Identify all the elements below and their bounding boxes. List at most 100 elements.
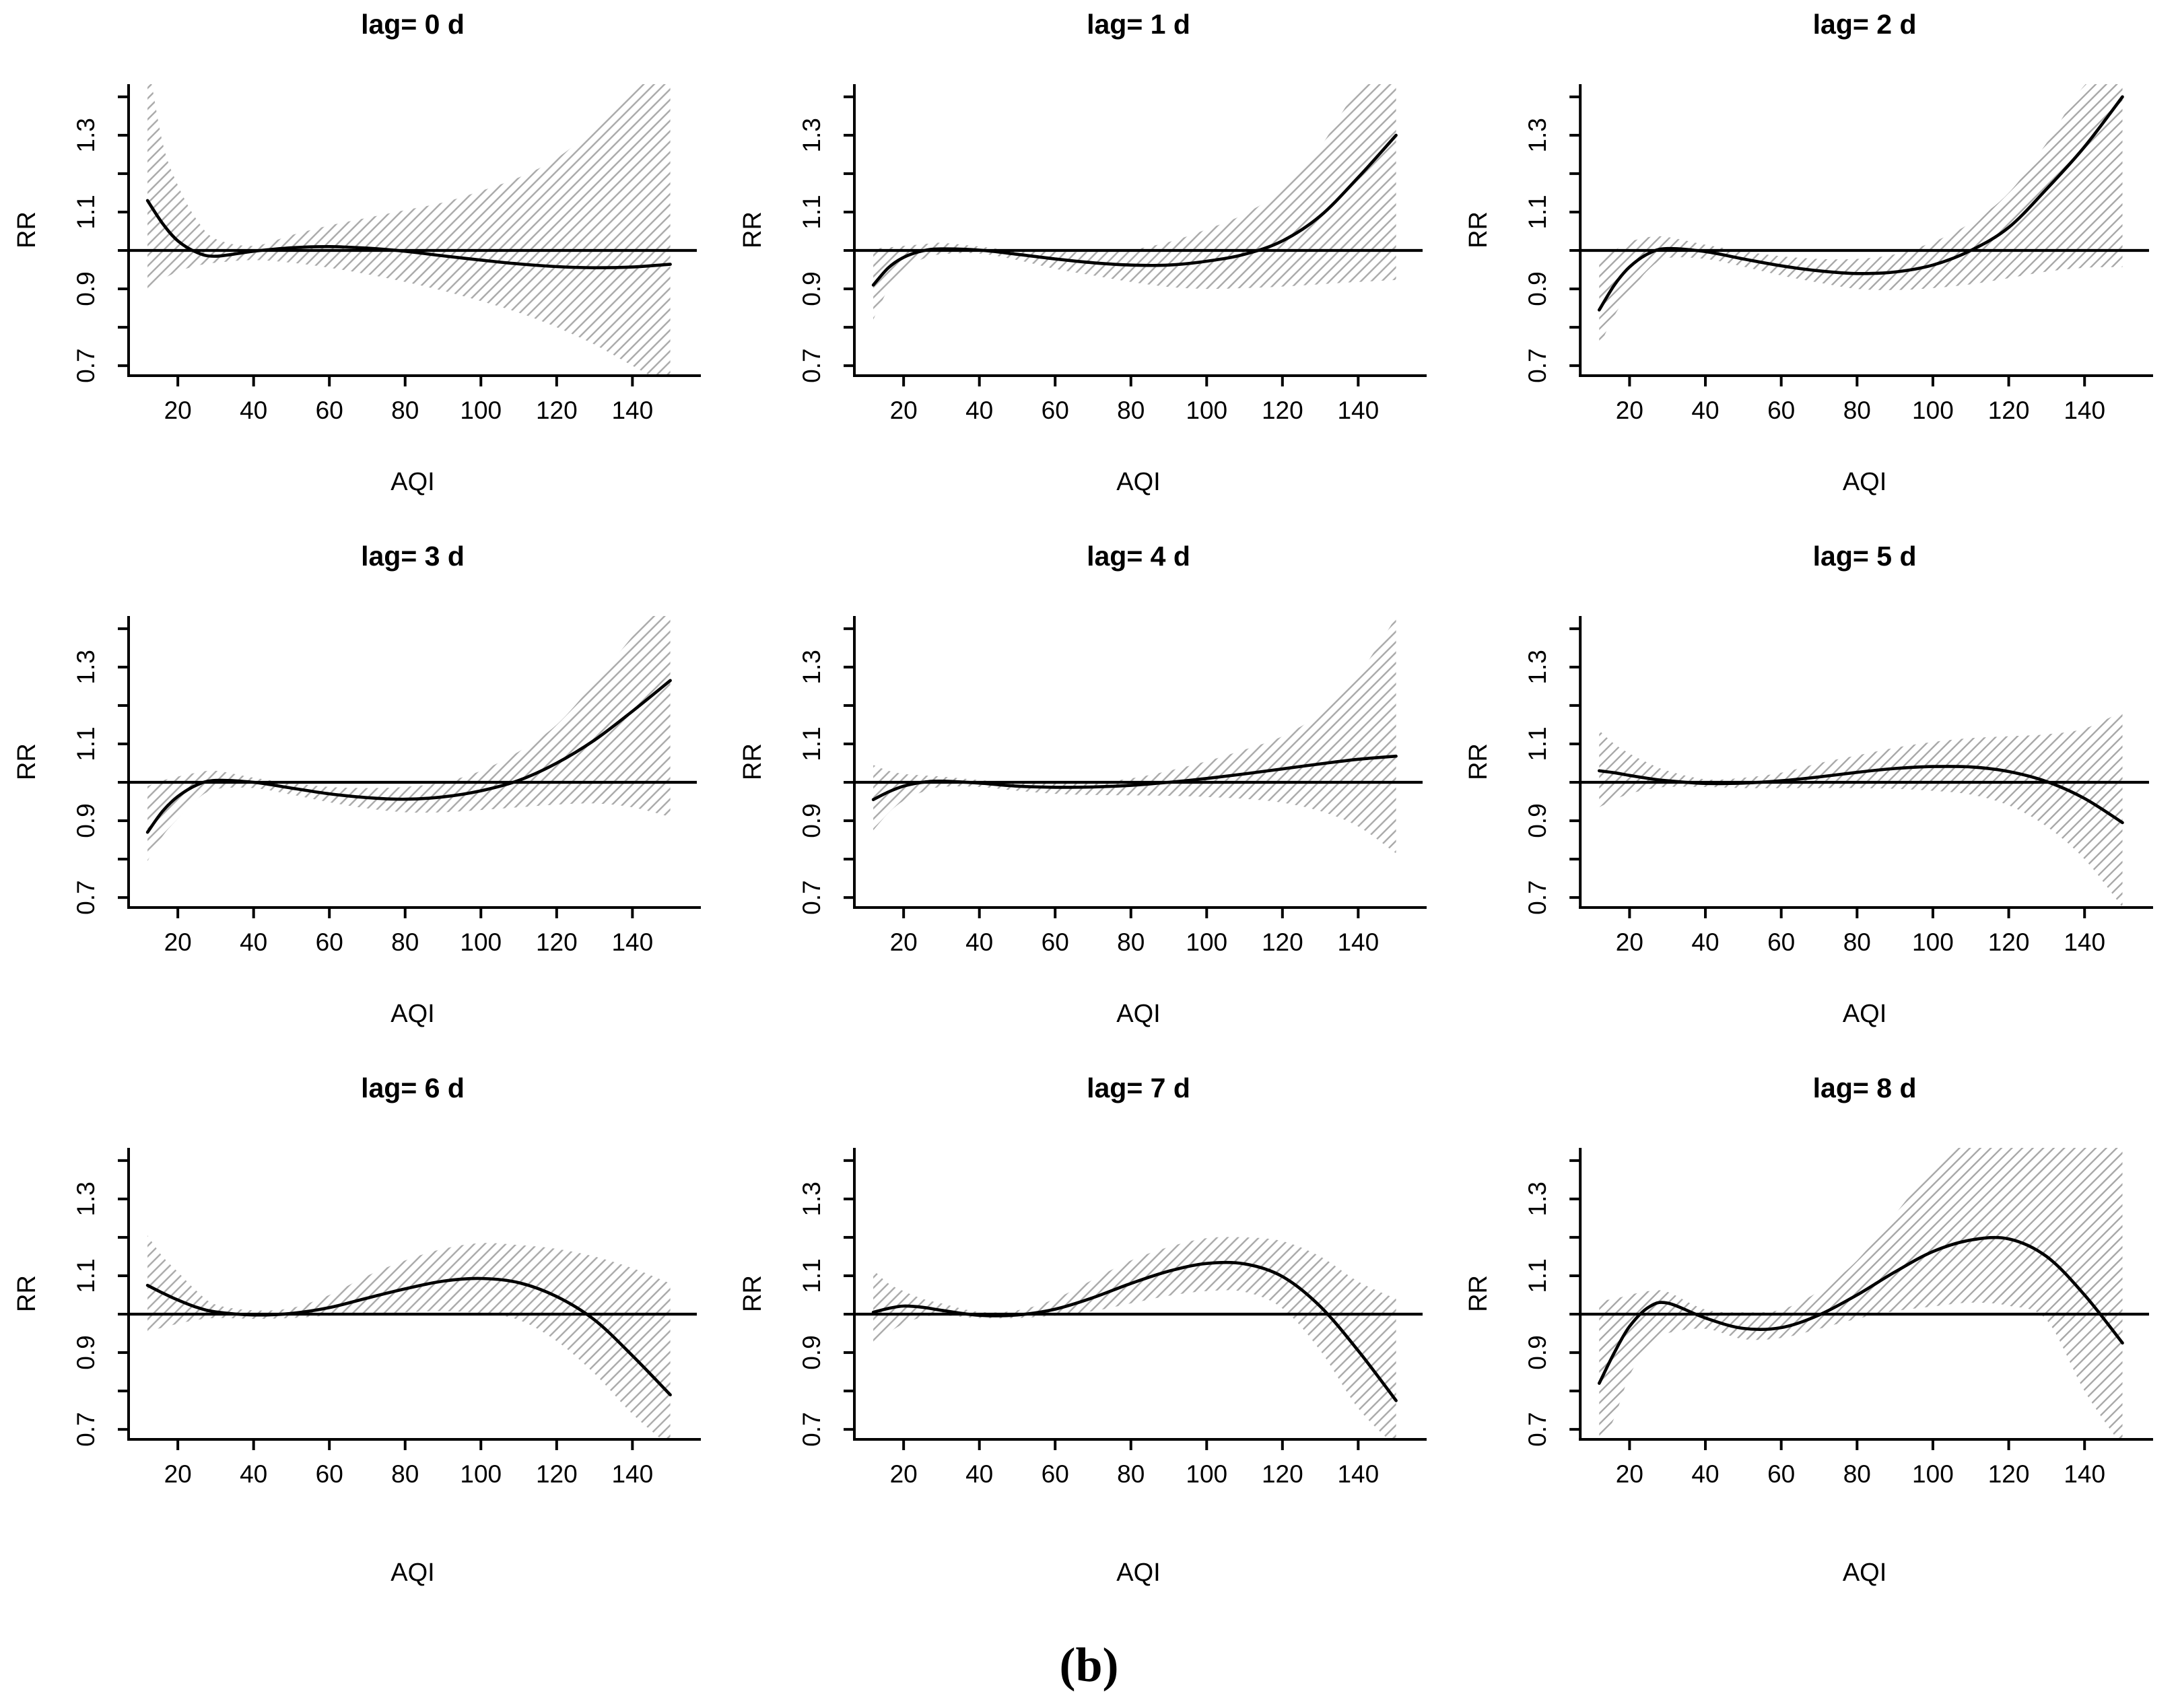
x-tick-label: 100: [1186, 928, 1227, 956]
x-tick-label: 80: [1843, 928, 1871, 956]
x-tick-label: 80: [1117, 1460, 1145, 1488]
y-tick-label: 0.7: [798, 1412, 825, 1446]
y-tick-label: 0.9: [798, 1335, 825, 1369]
panel-title: lag= 5 d: [1813, 541, 1917, 572]
x-tick-label: 120: [536, 1460, 578, 1488]
x-tick-label: 20: [890, 928, 918, 956]
chart-cell-lag-6: 0.7 0.9 1.1 1.3 20 40 60 80 100 120 140 lag= 6 d AQI…: [0, 1064, 726, 1622]
smoothed-curve: [145, 199, 672, 270]
confidence-band: [873, 84, 1396, 320]
y-tick-label: 1.3: [72, 1182, 100, 1216]
y-tick-label: 0.9: [1524, 1335, 1551, 1369]
chart-lag-5: 0.7 0.9 1.1 1.3 20 40 60 80 100 120 140 lag= 5 d AQI…: [1464, 541, 2153, 1028]
x-tick-label: 40: [965, 1460, 993, 1488]
x-tick-label: 60: [1042, 397, 1069, 424]
y-tick-label: 0.7: [72, 880, 100, 914]
chart-grid: 0.7 0.9 1.1 1.3 20 40 60 80 100 120 140 lag= 0 d AQI…: [0, 0, 2178, 1622]
x-tick-label: 100: [1912, 928, 1954, 956]
chart-lag-6: 0.7 0.9 1.1 1.3 20 40 60 80 100 120 140 lag= 6 d AQI…: [13, 1072, 701, 1587]
x-axis-label: AQI: [1116, 1559, 1160, 1587]
y-tick-label: 1.1: [1524, 726, 1551, 761]
chart-lag-1: 0.7 0.9 1.1 1.3 20 40 60 80 100 120 140 lag= 1 d AQI…: [739, 9, 1427, 496]
x-tick-label: 40: [1691, 397, 1719, 424]
chart-lag-0: 0.7 0.9 1.1 1.3 20 40 60 80 100 120 140 lag= 0 d AQI…: [13, 9, 701, 496]
y-tick-label: 0.7: [1524, 880, 1551, 914]
x-axis-label: AQI: [390, 1559, 434, 1587]
x-tick-label: 20: [1616, 928, 1643, 956]
y-axis-label: RR: [13, 743, 41, 780]
x-tick-label: 140: [2064, 928, 2105, 956]
x-tick-label: 100: [1912, 1460, 1954, 1488]
y-tick-label: 0.9: [1524, 271, 1551, 306]
x-tick-label: 120: [1262, 928, 1303, 956]
y-tick-label: 1.1: [1524, 1258, 1551, 1293]
smoothed-curve: [145, 679, 672, 834]
x-tick-label: 120: [1262, 397, 1303, 424]
smoothed-curve: [145, 1276, 672, 1397]
x-tick-label: 60: [1042, 1460, 1069, 1488]
chart-cell-lag-8: 0.7 0.9 1.1 1.3 20 40 60 80 100 120 140 lag= 8 d AQI…: [1452, 1064, 2178, 1622]
y-tick-label: 1.1: [72, 726, 100, 761]
panel-title: lag= 8 d: [1813, 1072, 1917, 1103]
chart-cell-lag-2: 0.7 0.9 1.1 1.3 20 40 60 80 100 120 140 lag= 2 d AQI…: [1452, 0, 2178, 532]
x-tick-label: 80: [391, 928, 419, 956]
y-tick-label: 1.1: [798, 195, 825, 229]
y-tick-label: 0.7: [798, 880, 825, 914]
y-tick-label: 0.7: [72, 1412, 100, 1446]
y-axis-label: RR: [1464, 743, 1493, 780]
y-tick-label: 1.1: [798, 726, 825, 761]
confidence-band: [147, 84, 671, 376]
chart-cell-lag-5: 0.7 0.9 1.1 1.3 20 40 60 80 100 120 140 lag= 5 d AQI…: [1452, 532, 2178, 1064]
x-tick-label: 80: [1117, 397, 1145, 424]
y-tick-label: 0.7: [72, 348, 100, 382]
smoothed-curve: [1598, 95, 2124, 312]
chart-cell-lag-4: 0.7 0.9 1.1 1.3 20 40 60 80 100 120 140 lag= 4 d AQI…: [726, 532, 1452, 1064]
y-tick-label: 0.7: [798, 348, 825, 382]
panel-title: lag= 1 d: [1087, 9, 1190, 40]
y-tick-label: 0.9: [798, 803, 825, 838]
confidence-band: [147, 616, 671, 861]
panel-title: lag= 7 d: [1087, 1072, 1190, 1103]
x-tick-label: 60: [1767, 397, 1795, 424]
confidence-band: [1599, 84, 2123, 347]
x-tick-label: 120: [536, 397, 578, 424]
chart-cell-lag-1: 0.7 0.9 1.1 1.3 20 40 60 80 100 120 140 lag= 1 d AQI…: [726, 0, 1452, 532]
x-tick-label: 20: [164, 397, 192, 424]
x-tick-label: 40: [965, 928, 993, 956]
confidence-band: [873, 1237, 1396, 1439]
y-tick-label: 1.3: [1524, 1182, 1551, 1216]
y-tick-label: 0.9: [1524, 803, 1551, 838]
y-tick-label: 1.1: [72, 1258, 100, 1293]
x-tick-label: 40: [240, 928, 267, 956]
y-tick-label: 1.1: [72, 195, 100, 229]
y-tick-label: 0.9: [72, 1335, 100, 1369]
y-axis-label: RR: [739, 211, 767, 248]
y-tick-label: 0.9: [72, 271, 100, 306]
x-tick-label: 20: [164, 1460, 192, 1488]
x-tick-label: 140: [1337, 928, 1379, 956]
y-tick-label: 0.7: [1524, 1412, 1551, 1446]
smoothed-curve: [871, 133, 1398, 287]
x-tick-label: 60: [1767, 1460, 1795, 1488]
x-tick-label: 80: [391, 397, 419, 424]
confidence-band: [147, 1235, 671, 1439]
x-tick-label: 100: [460, 928, 502, 956]
y-axis-label: RR: [739, 743, 767, 780]
x-tick-label: 60: [316, 397, 343, 424]
y-tick-label: 0.7: [1524, 348, 1551, 382]
x-tick-label: 80: [1843, 1460, 1871, 1488]
x-tick-label: 120: [1262, 1460, 1303, 1488]
y-tick-label: 1.3: [798, 650, 825, 684]
x-tick-label: 100: [1186, 397, 1227, 424]
x-axis-label: AQI: [1843, 1000, 1886, 1028]
panel-title: lag= 4 d: [1087, 541, 1190, 572]
x-tick-label: 140: [2064, 1460, 2105, 1488]
x-tick-label: 80: [1117, 928, 1145, 956]
chart-lag-2: 0.7 0.9 1.1 1.3 20 40 60 80 100 120 140 lag= 2 d AQI…: [1464, 9, 2153, 496]
y-tick-label: 1.1: [1524, 195, 1551, 229]
x-tick-label: 120: [1988, 397, 2030, 424]
x-tick-label: 120: [1988, 1460, 2030, 1488]
chart-lag-8: 0.7 0.9 1.1 1.3 20 40 60 80 100 120 140 lag= 8 d AQI…: [1464, 1072, 2153, 1587]
x-tick-label: 60: [1767, 928, 1795, 956]
